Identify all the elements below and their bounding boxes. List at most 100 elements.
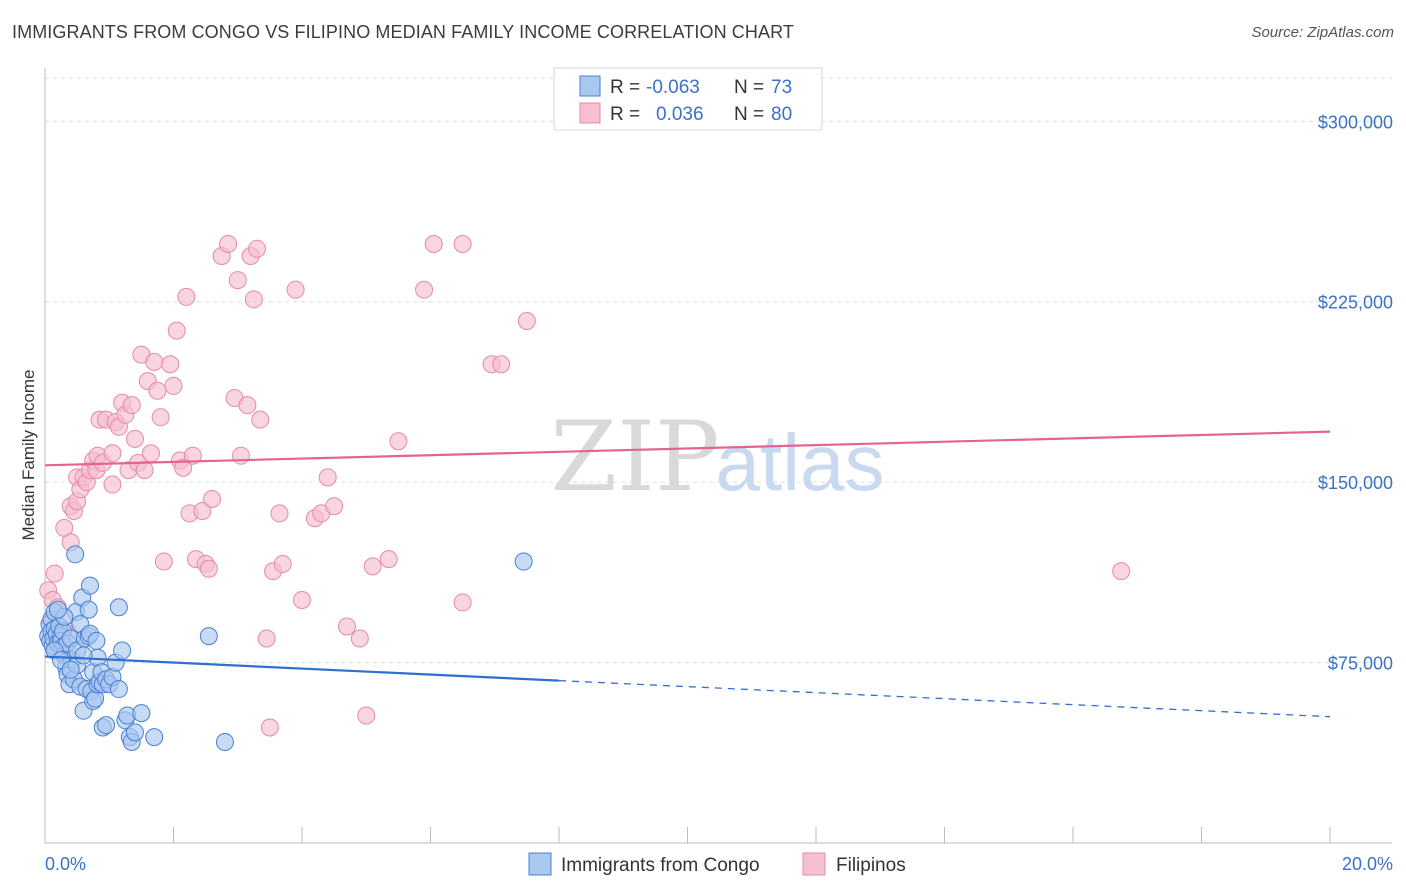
bottom-legend-swatch-congo (528, 852, 552, 876)
y-axis-title: Median Family Income (19, 369, 38, 540)
filipinos-point (228, 271, 247, 290)
filipinos-point (1112, 562, 1131, 581)
legend-n-value: 73 (771, 77, 792, 98)
legend-n-label: N = (734, 77, 764, 98)
filipinos-point (183, 446, 202, 465)
legend-r-label: R = (610, 77, 640, 98)
page-title: IMMIGRANTS FROM CONGO VS FILIPINO MEDIAN… (12, 22, 794, 42)
filipinos-point (135, 461, 154, 480)
grid-lines (45, 77, 1392, 664)
watermark: ZIP atlas (550, 401, 884, 513)
congo-point (132, 704, 151, 723)
filipinos-point (424, 234, 443, 253)
filipinos-point (248, 239, 267, 258)
filipinos-point (199, 559, 218, 578)
congo-point (80, 576, 99, 595)
filipinos-point (293, 591, 311, 610)
filipinos-point (142, 444, 161, 463)
source-label: Source: ZipAtlas.com (1251, 24, 1394, 41)
filipinos-point (103, 475, 122, 494)
filipinos-point (151, 408, 170, 427)
filipinos-point (154, 552, 173, 571)
filipinos-points (39, 234, 1131, 737)
filipinos-point (453, 593, 472, 612)
watermark-atlas: atlas (716, 418, 885, 507)
filipinos-point (251, 410, 270, 429)
filipinos-point (318, 468, 337, 487)
filipinos-point (357, 706, 376, 725)
filipinos-point (145, 352, 164, 371)
congo-point (61, 660, 80, 679)
filipinos-point (125, 429, 144, 448)
congo-point (109, 680, 128, 699)
congo-point (87, 631, 106, 650)
filipinos-point (177, 287, 196, 306)
filipinos-point (453, 234, 472, 253)
filipinos-point (231, 446, 250, 465)
filipinos-point (174, 458, 193, 477)
filipinos-point (492, 355, 511, 374)
y-tick-label: $225,000 (1318, 293, 1393, 313)
congo-point (199, 627, 218, 646)
filipinos-point (350, 629, 369, 648)
congo-point (48, 600, 67, 619)
x-tick-label: 20.0% (1342, 854, 1393, 874)
filipinos-point (379, 550, 398, 569)
axes (44, 68, 1392, 844)
congo-point (145, 728, 164, 747)
correlation-legend: R = -0.063 N = 73 R = 0.036 N = 80 (553, 67, 823, 131)
filipinos-point (286, 280, 305, 299)
filipinos-point (193, 502, 212, 521)
congo-point (97, 716, 116, 735)
filipinos-point (257, 629, 276, 648)
legend-swatch-congo (579, 75, 601, 97)
trend-lines (44, 430, 1331, 718)
filipinos-point (337, 617, 356, 636)
filipinos-point (260, 718, 279, 737)
filipinos-point (122, 396, 141, 415)
filipinos-point (103, 444, 122, 463)
bottom-legend-congo: Immigrants from Congo (561, 855, 760, 876)
congo-point (79, 600, 98, 619)
legend-r-value: 0.036 (656, 104, 704, 125)
congo-point (215, 732, 234, 751)
legend-r-value: -0.063 (646, 77, 700, 98)
congo-trend-line-extended (558, 679, 1331, 718)
filipinos-point (164, 376, 183, 395)
filipinos-point (167, 321, 186, 340)
legend-n-label: N = (734, 104, 764, 125)
congo-point (125, 723, 144, 742)
legend-swatch-filipinos (579, 102, 601, 124)
bottom-legend-swatch-filipinos (802, 852, 826, 876)
congo-point (113, 641, 132, 660)
filipinos-point (161, 355, 180, 374)
bottom-legend-filipinos: Filipinos (836, 855, 906, 876)
filipinos-point (389, 432, 408, 451)
filipinos-point (517, 311, 536, 330)
y-tick-label: $75,000 (1328, 654, 1393, 674)
congo-points (39, 545, 533, 751)
filipinos-point (219, 234, 238, 253)
congo-point (514, 552, 533, 571)
y-tick-label: $150,000 (1318, 473, 1393, 493)
legend-r-label: R = (610, 104, 640, 125)
filipinos-point (270, 504, 289, 523)
legend-n-value: 80 (771, 104, 792, 125)
filipinos-point (325, 497, 344, 516)
watermark-zip: ZIP (550, 401, 719, 513)
congo-point (66, 545, 85, 564)
congo-point (74, 646, 93, 665)
congo-point (109, 598, 128, 617)
filipinos-point (415, 280, 434, 299)
filipinos-point (45, 564, 64, 583)
filipinos-point (363, 557, 382, 576)
filipinos-trend-line (44, 430, 1331, 467)
x-tick-label: 0.0% (45, 854, 86, 874)
filipinos-point (238, 396, 257, 415)
series-legend: Immigrants from Congo Filipinos (528, 852, 906, 876)
y-tick-labels: $75,000 $150,000 $225,000 $300,000 (1318, 112, 1393, 673)
y-tick-label: $300,000 (1318, 112, 1393, 132)
filipinos-point (203, 489, 222, 508)
congo-trend-line (44, 655, 560, 682)
